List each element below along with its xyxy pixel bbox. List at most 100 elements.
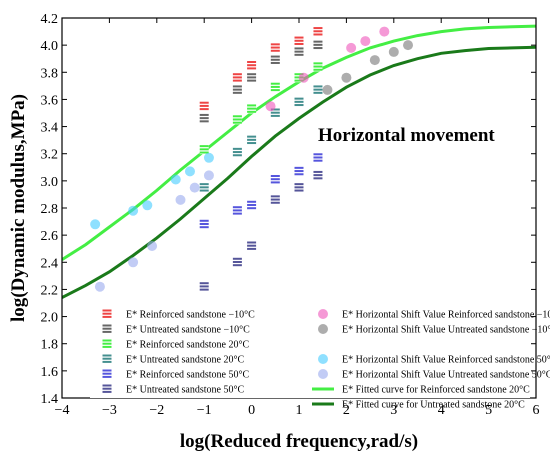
legend-marker-8 xyxy=(318,354,328,364)
data-point-series-7 xyxy=(322,84,333,95)
data-point-series-6 xyxy=(298,72,309,83)
data-point-series-6 xyxy=(346,42,357,53)
data-point-series-7 xyxy=(369,55,380,66)
data-point-series-1 xyxy=(247,73,257,83)
legend-marker-6 xyxy=(318,309,328,319)
data-point-series-0 xyxy=(247,61,257,70)
legend-label-3: E* Untreated sandstone 20°C xyxy=(126,355,244,366)
legend-marker-0 xyxy=(102,309,112,319)
y-tick-label: 3.4 xyxy=(41,121,59,136)
y-tick-label: 2.8 xyxy=(41,202,59,217)
data-point-series-4 xyxy=(199,219,209,229)
data-point-series-2 xyxy=(313,62,323,72)
data-point-series-8 xyxy=(90,219,101,230)
x-tick-label: 3 xyxy=(390,403,397,418)
y-tick-label: 1.6 xyxy=(41,365,59,380)
data-point-series-3 xyxy=(294,97,304,107)
data-point-series-2 xyxy=(232,115,242,125)
legend-box xyxy=(90,301,530,398)
data-point-series-2 xyxy=(199,145,209,155)
y-tick-label: 2.2 xyxy=(41,283,59,298)
data-point-series-0 xyxy=(313,27,323,37)
data-point-series-8 xyxy=(142,200,153,211)
legend-marker-1 xyxy=(102,324,112,334)
data-point-series-5 xyxy=(313,170,323,180)
y-tick-label: 1.4 xyxy=(41,392,59,407)
x-tick-label: −1 xyxy=(197,403,212,418)
legend-label-0: E* Reinforced sandstone −10°C xyxy=(126,310,255,321)
data-point-series-1 xyxy=(270,55,280,65)
data-point-series-3 xyxy=(270,108,280,118)
data-point-series-0 xyxy=(270,43,280,53)
data-point-series-5 xyxy=(199,282,209,292)
data-point-series-8 xyxy=(184,166,195,177)
y-tick-label: 4.2 xyxy=(41,12,59,27)
legend-marker-3 xyxy=(102,354,112,364)
x-tick-label: 2 xyxy=(343,403,350,418)
y-tick-label: 2.0 xyxy=(41,311,59,326)
y-tick-label: 4.0 xyxy=(41,39,59,54)
legend-label-9: E* Horizontal Shift Value Untreated sand… xyxy=(342,370,550,381)
x-tick-label: −4 xyxy=(55,403,70,418)
x-tick-label: −2 xyxy=(149,403,164,418)
legend-label-11: E* Fitted curve for Untreated sandstone … xyxy=(342,400,525,411)
x-tick-label: −3 xyxy=(102,403,117,418)
data-point-series-4 xyxy=(270,175,280,184)
legend-label-5: E* Untreated sandstone 50°C xyxy=(126,385,244,396)
data-point-series-4 xyxy=(294,166,304,176)
data-point-series-8 xyxy=(203,152,214,163)
y-tick-label: 3.8 xyxy=(41,66,59,81)
data-point-series-1 xyxy=(313,40,323,50)
x-tick-label: 6 xyxy=(533,403,540,418)
data-point-series-1 xyxy=(294,47,304,57)
x-tick-label: 5 xyxy=(485,403,492,418)
legend-label-8: E* Horizontal Shift Value Reinforced san… xyxy=(342,355,550,366)
legend-label-1: E* Untreated sandstone −10°C xyxy=(126,325,250,336)
legend-marker-2 xyxy=(102,339,112,349)
x-axis-title: log(Reduced frequency,rad/s) xyxy=(180,431,418,452)
data-point-series-8 xyxy=(128,205,139,216)
legend-marker-5 xyxy=(102,384,112,394)
data-point-series-4 xyxy=(232,206,242,216)
data-point-series-3 xyxy=(199,183,209,193)
data-point-series-9 xyxy=(128,257,139,268)
legend-marker-9 xyxy=(318,369,328,379)
data-point-series-9 xyxy=(147,241,158,251)
data-point-series-3 xyxy=(313,85,323,95)
annotation-horizontal-movement: Horizontal movement xyxy=(318,125,495,146)
legend-label-4: E* Reinforced sandstone 50°C xyxy=(126,370,249,381)
x-tick-label: 4 xyxy=(438,403,445,418)
data-point-series-2 xyxy=(270,82,280,92)
legend-label-10: E* Fitted curve for Reinforced sandstone… xyxy=(342,385,530,396)
legend-label-7: E* Horizontal Shift Value Untreated sand… xyxy=(342,325,550,336)
data-point-series-0 xyxy=(232,73,242,83)
data-point-series-6 xyxy=(360,36,371,47)
y-tick-label: 3.2 xyxy=(41,148,59,163)
y-tick-label: 3.0 xyxy=(41,175,59,190)
x-tick-label: 0 xyxy=(248,403,255,418)
data-point-series-5 xyxy=(247,241,257,251)
y-tick-label: 2.4 xyxy=(41,256,59,271)
y-axis-title: log(Dynamic modulus,MPa) xyxy=(8,94,29,322)
data-point-series-4 xyxy=(313,153,323,163)
data-point-series-8 xyxy=(170,174,181,185)
data-point-series-1 xyxy=(199,113,209,123)
data-point-series-0 xyxy=(294,36,304,46)
legend-label-2: E* Reinforced sandstone 20°C xyxy=(126,340,249,351)
data-point-series-9 xyxy=(175,194,186,205)
legend-label-6: E* Horizontal Shift Value Reinforced san… xyxy=(342,310,550,321)
data-point-series-5 xyxy=(232,257,242,267)
data-point-series-9 xyxy=(203,170,214,181)
data-point-series-9 xyxy=(94,281,105,292)
data-point-series-6 xyxy=(265,101,276,112)
y-tick-label: 2.6 xyxy=(41,229,59,244)
data-point-series-7 xyxy=(403,40,414,51)
x-tick-label: 1 xyxy=(296,403,303,418)
data-point-series-3 xyxy=(232,147,242,157)
data-point-series-4 xyxy=(247,200,257,210)
data-point-series-9 xyxy=(189,182,200,193)
y-tick-label: 1.8 xyxy=(41,338,59,353)
data-point-series-7 xyxy=(388,46,399,57)
data-point-series-5 xyxy=(270,195,280,205)
data-point-series-7 xyxy=(341,72,352,83)
